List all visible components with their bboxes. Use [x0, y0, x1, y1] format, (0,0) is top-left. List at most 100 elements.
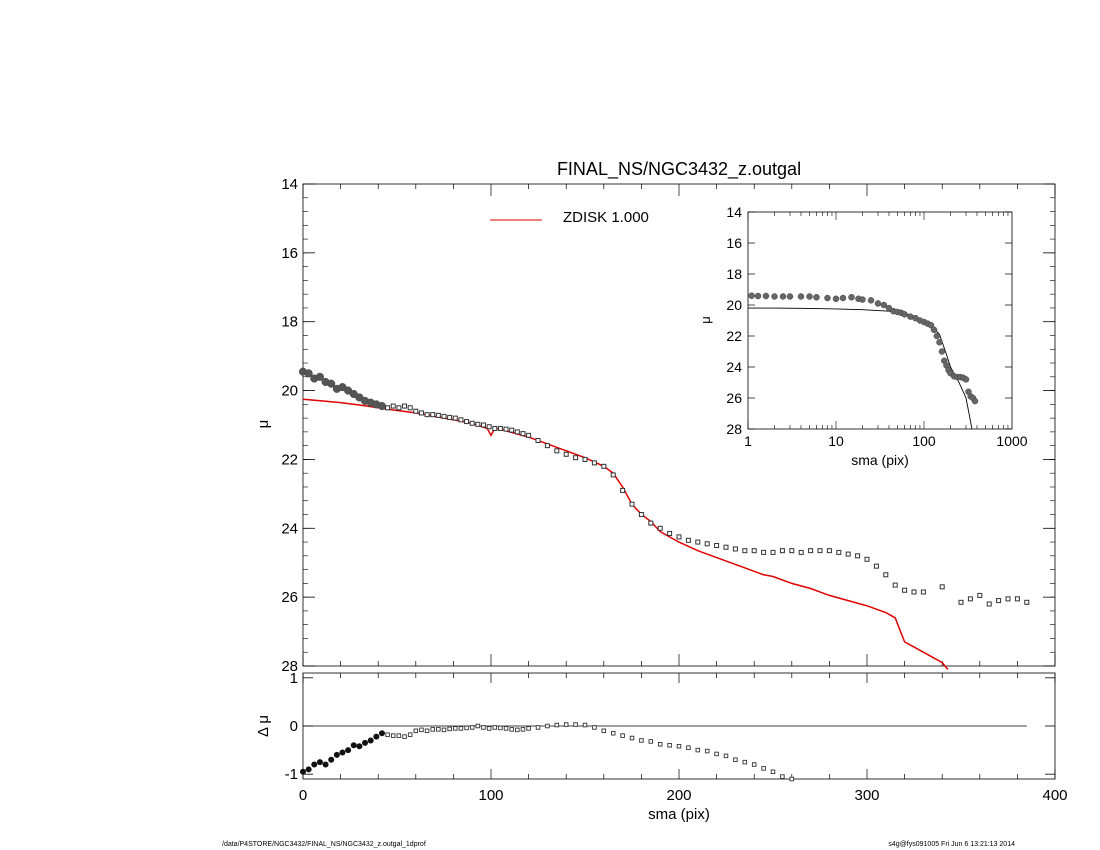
residual-data-point — [714, 751, 719, 757]
x-tick-label: 400 — [1042, 787, 1067, 804]
residual-data-point — [601, 728, 607, 734]
main-data-point — [447, 414, 453, 420]
main-data-point — [817, 548, 823, 554]
inset-data-point — [901, 311, 908, 318]
legend-label: ZDISK 1.000 — [563, 209, 649, 226]
residual-data-point — [610, 730, 616, 736]
residual-data-point — [648, 739, 654, 744]
inset-data-point — [874, 300, 882, 307]
main-data-point — [441, 413, 447, 419]
residual-data-point — [345, 747, 352, 754]
main-data-point — [304, 369, 313, 378]
residual-data-point — [723, 753, 729, 759]
residual-data-point — [305, 766, 312, 773]
main-y-tick-label: 26 — [281, 589, 298, 606]
residual-data-point — [333, 751, 340, 758]
x-tick-label: 0 — [299, 787, 307, 804]
main-data-point — [808, 548, 814, 554]
main-data-point — [676, 534, 682, 540]
inset-data-point — [806, 293, 813, 300]
residual-data-point — [686, 745, 691, 750]
main-y-tick-label: 14 — [281, 176, 298, 193]
x-tick-label: 100 — [478, 787, 503, 804]
residual-data-point — [430, 727, 435, 732]
inset-data-point — [859, 296, 866, 303]
inset-y-tick-label: 26 — [726, 390, 742, 406]
footer-timestamp: s4g@fys091005 Fri Jun 6 13:21:13 2014 — [888, 841, 1015, 848]
main-data-point — [1024, 599, 1030, 605]
main-y-tick-label: 22 — [281, 451, 298, 468]
residual-data-point — [436, 727, 441, 732]
main-data-point — [480, 422, 486, 428]
main-data-point — [544, 443, 550, 449]
main-y-tick-label: 18 — [281, 314, 298, 331]
main-data-point — [742, 548, 748, 554]
main-data-point — [435, 412, 441, 418]
inset-y-tick-label: 24 — [726, 359, 742, 375]
main-data-point — [497, 425, 503, 431]
residual-data-point — [419, 727, 424, 733]
main-data-point — [1014, 596, 1020, 602]
main-data-point — [732, 546, 738, 552]
inset-data-point — [839, 294, 847, 302]
residual-data-point — [761, 766, 766, 771]
residual-data-point — [582, 722, 588, 728]
inset-y-axis-label: μ — [698, 316, 713, 324]
main-data-point — [836, 549, 842, 555]
residual-y-tick-label: 1 — [290, 670, 298, 687]
inset-x-axis-label: sma (pix) — [851, 452, 909, 468]
residual-y-axis-label: Δ μ — [255, 715, 272, 737]
main-data-point — [996, 598, 1002, 604]
main-data-point — [514, 429, 520, 435]
main-data-point — [873, 563, 879, 569]
main-data-point — [751, 548, 757, 554]
main-data-point — [413, 408, 419, 414]
main-data-point — [424, 412, 430, 418]
main-title: FINAL_NS/NGC3432_z.outgal — [557, 159, 801, 180]
residual-data-point — [639, 738, 644, 743]
inset-data-point — [754, 292, 762, 300]
x-tick-label: 300 — [854, 787, 879, 804]
residual-data-point — [441, 727, 447, 733]
residual-data-point — [373, 733, 380, 740]
main-data-point — [458, 417, 464, 423]
residual-data-point — [563, 722, 569, 727]
inset-data-point — [748, 292, 755, 299]
inset-data-point — [962, 376, 970, 383]
residual-data-point — [311, 761, 318, 768]
residual-y-tick-label: -1 — [285, 766, 298, 783]
main-data-point — [629, 501, 635, 507]
main-data-point — [892, 582, 898, 588]
main-data-point — [967, 596, 973, 602]
inset-x-tick-label: 1 — [744, 433, 752, 449]
residual-data-point — [447, 726, 452, 732]
residual-data-point — [464, 725, 469, 731]
residual-data-point — [695, 747, 701, 753]
residual-data-point — [573, 722, 578, 727]
residual-data-point — [378, 730, 385, 737]
residual-data-point — [328, 756, 335, 763]
residual-data-point — [469, 725, 475, 730]
footer-file-path: /data/P4STORE/NGC3432/FINAL_NS/NGC3432_z… — [222, 841, 426, 848]
residual-data-point — [629, 735, 635, 741]
main-data-point — [486, 424, 492, 430]
inset-data-point — [971, 397, 979, 405]
main-data-point — [685, 537, 691, 543]
residual-data-point — [492, 725, 498, 730]
main-data-point — [610, 472, 616, 478]
inset-y-tick-label: 28 — [726, 421, 742, 437]
main-data-point — [591, 460, 597, 466]
inset-x-tick-label: 10 — [828, 433, 844, 449]
main-data-point — [452, 415, 458, 421]
main-data-point — [845, 551, 851, 557]
inset-data-point — [813, 294, 820, 301]
residual-data-point — [704, 748, 710, 754]
residual-data-point — [356, 743, 363, 750]
residual-data-point — [385, 732, 390, 737]
main-data-point — [509, 427, 515, 433]
residual-data-point — [424, 728, 430, 734]
main-data-point — [469, 420, 475, 426]
main-data-point — [503, 426, 509, 432]
